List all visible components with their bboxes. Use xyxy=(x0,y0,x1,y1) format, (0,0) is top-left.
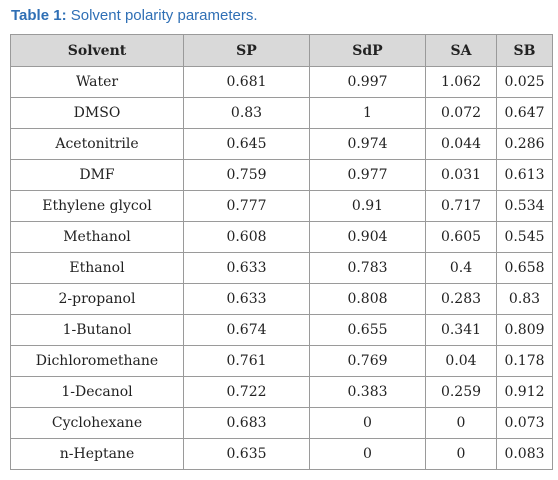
cell-sdp: 0.977 xyxy=(309,159,426,191)
table-row: Methanol 0.608 0.904 0.605 0.545 xyxy=(10,221,553,253)
cell-sp: 0.608 xyxy=(183,221,310,253)
table-row: 1-Butanol 0.674 0.655 0.341 0.809 xyxy=(10,314,553,346)
cell-sa: 0 xyxy=(425,407,497,439)
table-row: Ethanol 0.633 0.783 0.4 0.658 xyxy=(10,252,553,284)
cell-sdp: 0.769 xyxy=(309,345,426,377)
cell-sp: 0.761 xyxy=(183,345,310,377)
table-body: Water 0.681 0.997 1.062 0.025 DMSO 0.83 … xyxy=(10,66,553,470)
cell-sb: 0.658 xyxy=(496,252,553,284)
cell-sdp: 0.808 xyxy=(309,283,426,315)
cell-sdp: 0.91 xyxy=(309,190,426,222)
cell-sp: 0.683 xyxy=(183,407,310,439)
cell-sdp: 1 xyxy=(309,97,426,129)
caption-text: Solvent polarity parameters. xyxy=(70,7,258,24)
column-header-sdp: SdP xyxy=(309,34,426,67)
cell-solvent: Ethanol xyxy=(10,252,184,284)
cell-sa: 0.605 xyxy=(425,221,497,253)
cell-sb: 0.025 xyxy=(496,66,553,98)
cell-solvent: 1-Butanol xyxy=(10,314,184,346)
column-header-sb: SB xyxy=(496,34,553,67)
cell-sa: 0.044 xyxy=(425,128,497,160)
cell-sp: 0.635 xyxy=(183,438,310,470)
cell-sdp: 0.655 xyxy=(309,314,426,346)
table-row: Cyclohexane 0.683 0 0 0.073 xyxy=(10,407,553,439)
table-row: Ethylene glycol 0.777 0.91 0.717 0.534 xyxy=(10,190,553,222)
column-header-sp: SP xyxy=(183,34,310,67)
table-row: Water 0.681 0.997 1.062 0.025 xyxy=(10,66,553,98)
cell-solvent: Dichloromethane xyxy=(10,345,184,377)
cell-sdp: 0.783 xyxy=(309,252,426,284)
cell-sdp: 0 xyxy=(309,438,426,470)
cell-sa: 0.341 xyxy=(425,314,497,346)
cell-sb: 0.073 xyxy=(496,407,553,439)
table-caption: Table 1: Solvent polarity parameters. xyxy=(11,7,258,24)
cell-sdp: 0.974 xyxy=(309,128,426,160)
cell-sa: 0.072 xyxy=(425,97,497,129)
header-row: Solvent SP SdP SA SB xyxy=(10,34,553,67)
cell-sa: 0.283 xyxy=(425,283,497,315)
cell-sdp: 0.904 xyxy=(309,221,426,253)
cell-solvent: 2-propanol xyxy=(10,283,184,315)
column-header-sa: SA xyxy=(425,34,497,67)
table-row: 1-Decanol 0.722 0.383 0.259 0.912 xyxy=(10,376,553,408)
cell-solvent: DMSO xyxy=(10,97,184,129)
table-row: n-Heptane 0.635 0 0 0.083 xyxy=(10,438,553,470)
solvent-table: Solvent SP SdP SA SB Water 0.681 0.997 1… xyxy=(10,34,553,470)
cell-sb: 0.613 xyxy=(496,159,553,191)
cell-sb: 0.534 xyxy=(496,190,553,222)
cell-sa: 0.259 xyxy=(425,376,497,408)
table-row: Acetonitrile 0.645 0.974 0.044 0.286 xyxy=(10,128,553,160)
cell-solvent: Water xyxy=(10,66,184,98)
cell-solvent: DMF xyxy=(10,159,184,191)
cell-sb: 0.178 xyxy=(496,345,553,377)
column-header-solvent: Solvent xyxy=(10,34,184,67)
cell-sdp: 0.997 xyxy=(309,66,426,98)
cell-sp: 0.722 xyxy=(183,376,310,408)
cell-sp: 0.681 xyxy=(183,66,310,98)
cell-solvent: Acetonitrile xyxy=(10,128,184,160)
cell-sp: 0.83 xyxy=(183,97,310,129)
table-row: Dichloromethane 0.761 0.769 0.04 0.178 xyxy=(10,345,553,377)
table-row: DMSO 0.83 1 0.072 0.647 xyxy=(10,97,553,129)
cell-sb: 0.912 xyxy=(496,376,553,408)
cell-sp: 0.674 xyxy=(183,314,310,346)
cell-sp: 0.759 xyxy=(183,159,310,191)
cell-sb: 0.545 xyxy=(496,221,553,253)
cell-sb: 0.809 xyxy=(496,314,553,346)
cell-sp: 0.777 xyxy=(183,190,310,222)
table-header: Solvent SP SdP SA SB xyxy=(10,34,553,67)
cell-solvent: 1-Decanol xyxy=(10,376,184,408)
cell-sa: 0.4 xyxy=(425,252,497,284)
cell-sdp: 0.383 xyxy=(309,376,426,408)
cell-solvent: Ethylene glycol xyxy=(10,190,184,222)
table-row: 2-propanol 0.633 0.808 0.283 0.83 xyxy=(10,283,553,315)
cell-sa: 0.04 xyxy=(425,345,497,377)
cell-sb: 0.286 xyxy=(496,128,553,160)
cell-solvent: n-Heptane xyxy=(10,438,184,470)
cell-solvent: Cyclohexane xyxy=(10,407,184,439)
cell-sp: 0.633 xyxy=(183,252,310,284)
cell-sdp: 0 xyxy=(309,407,426,439)
cell-solvent: Methanol xyxy=(10,221,184,253)
cell-sp: 0.633 xyxy=(183,283,310,315)
cell-sb: 0.83 xyxy=(496,283,553,315)
caption-label: Table 1: xyxy=(11,7,67,24)
cell-sp: 0.645 xyxy=(183,128,310,160)
cell-sb: 0.083 xyxy=(496,438,553,470)
cell-sa: 0.717 xyxy=(425,190,497,222)
cell-sa: 0 xyxy=(425,438,497,470)
cell-sa: 0.031 xyxy=(425,159,497,191)
cell-sb: 0.647 xyxy=(496,97,553,129)
table-row: DMF 0.759 0.977 0.031 0.613 xyxy=(10,159,553,191)
cell-sa: 1.062 xyxy=(425,66,497,98)
